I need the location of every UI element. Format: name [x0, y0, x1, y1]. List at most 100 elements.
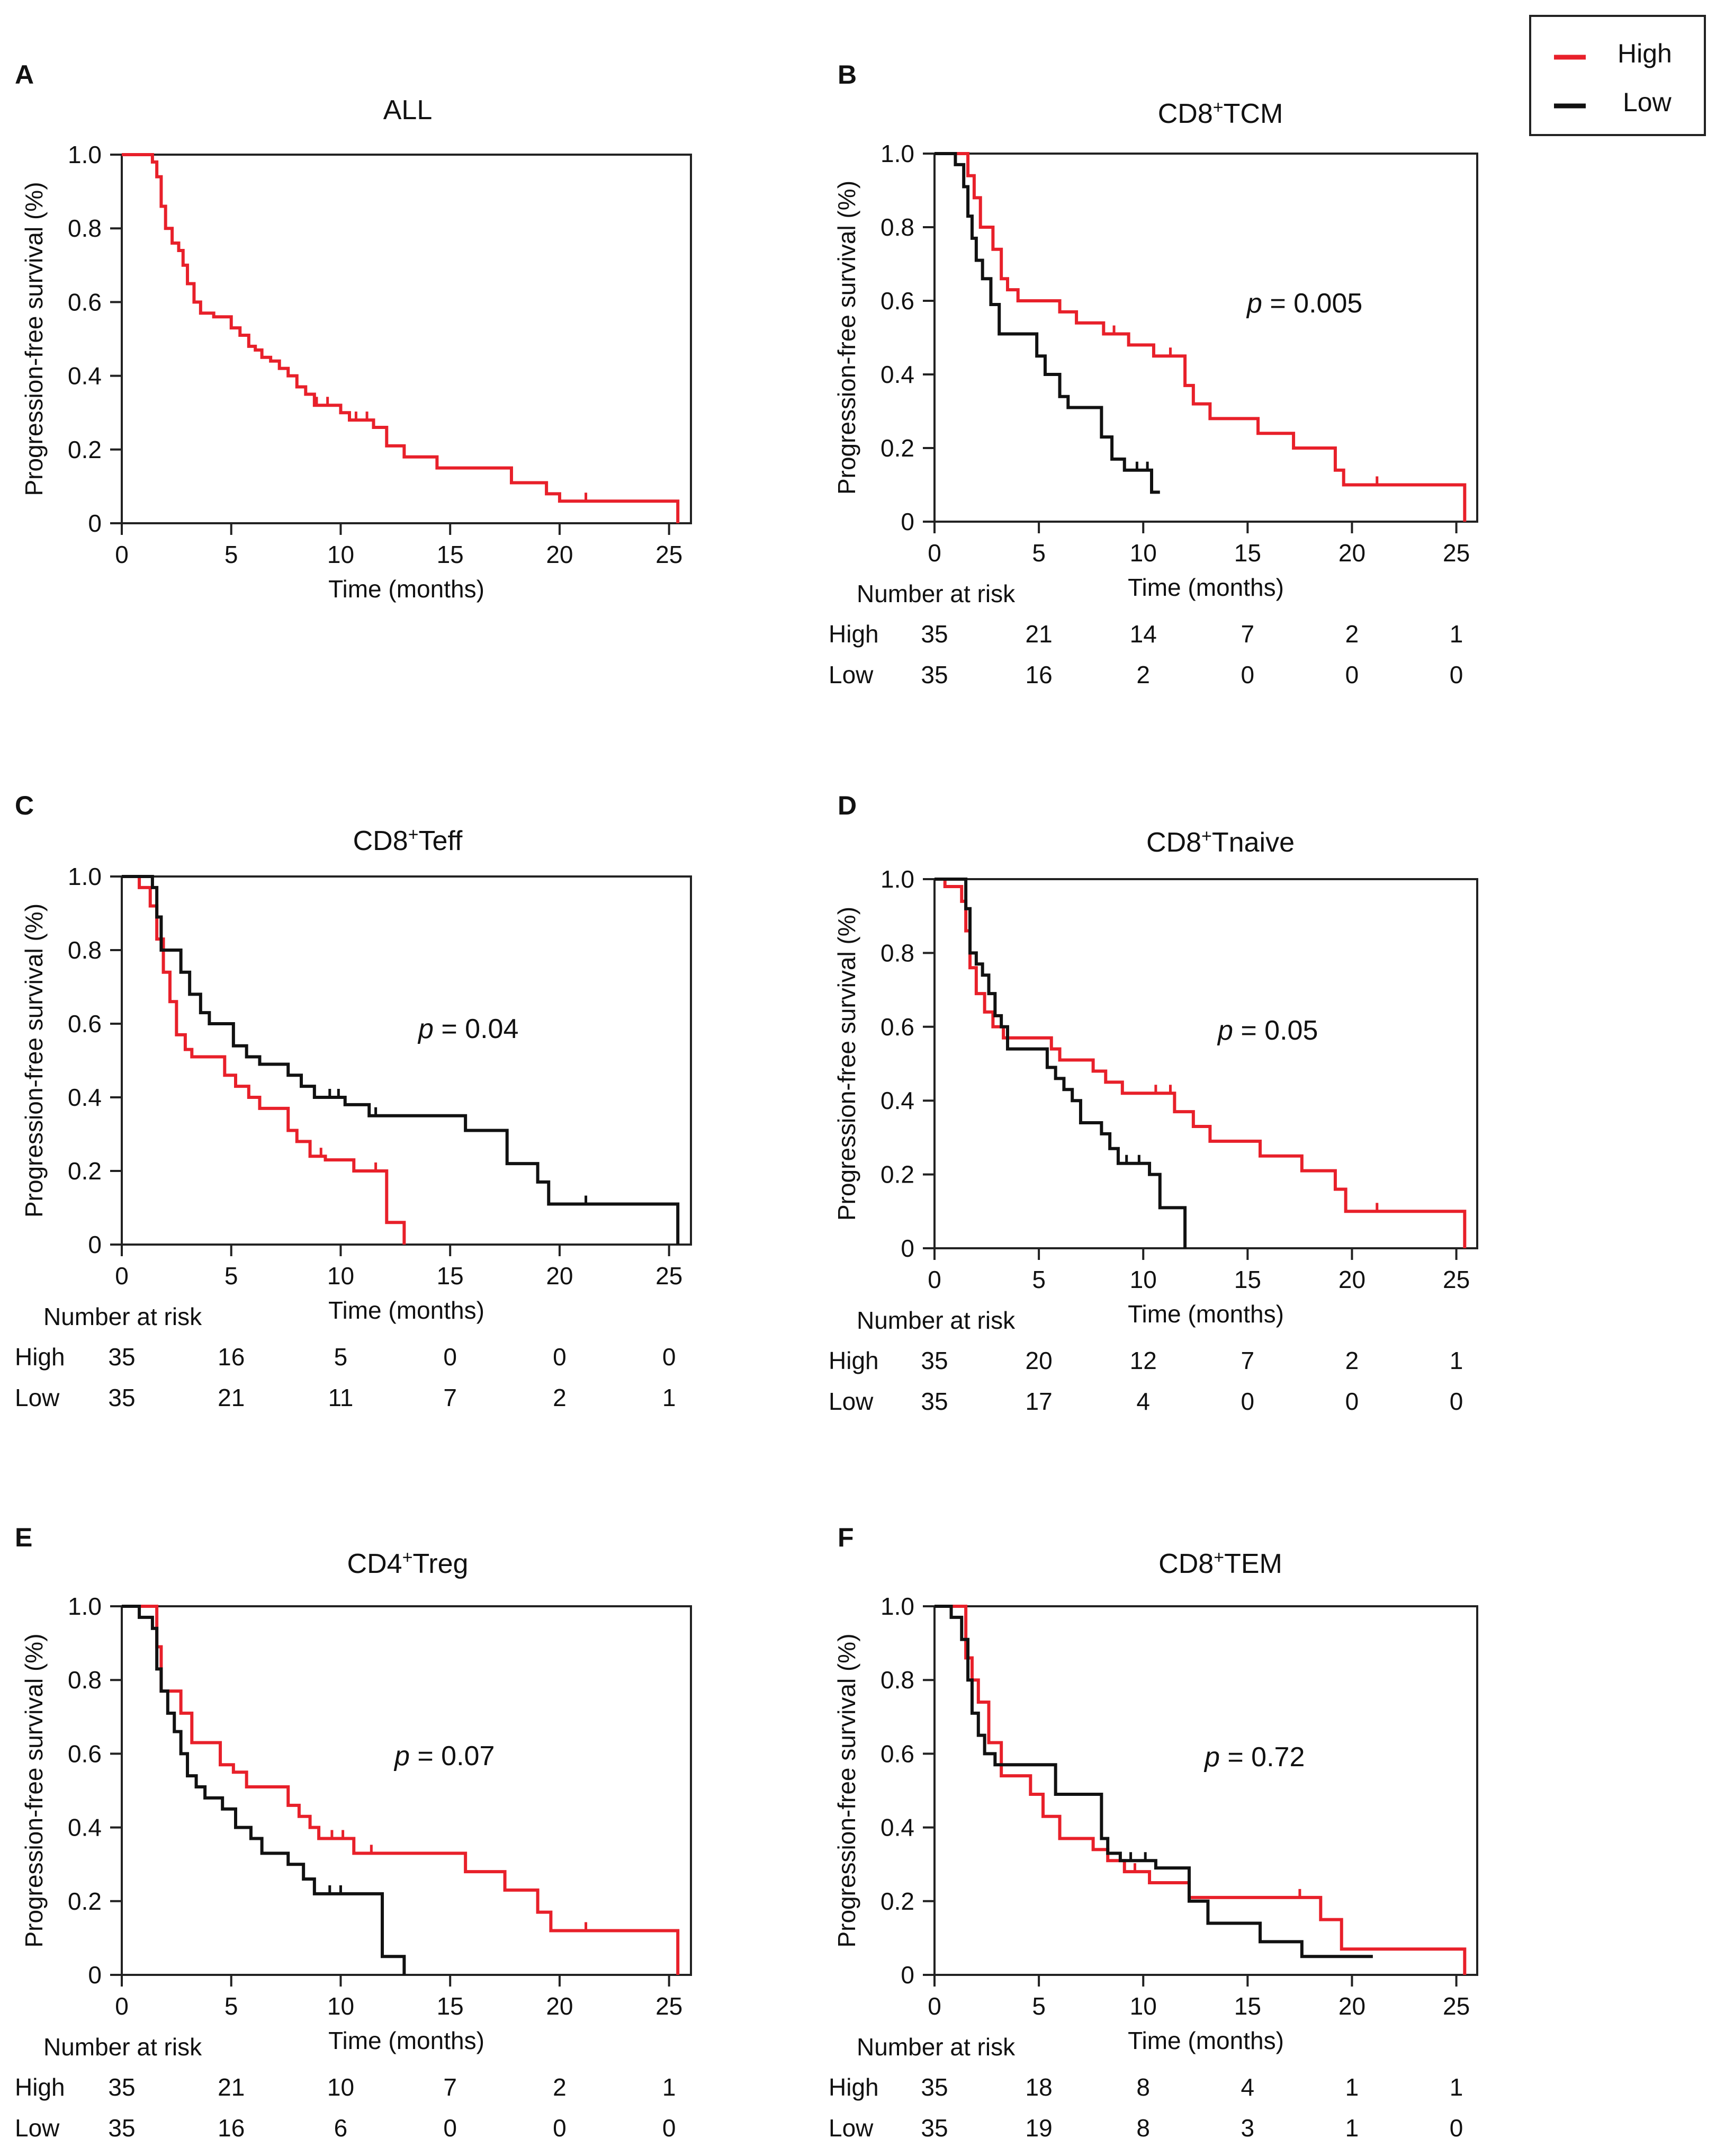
- risk-row-label-high: High: [829, 620, 879, 648]
- panel-label-f: F: [838, 1523, 854, 1552]
- km-curve-high: [935, 152, 1467, 522]
- risk-count: 4: [1241, 2073, 1255, 2101]
- risk-count: 16: [218, 2114, 245, 2142]
- risk-count: 35: [921, 2114, 948, 2142]
- x-tick-label: 5: [224, 541, 238, 568]
- risk-count: 1: [662, 2073, 676, 2101]
- x-tick-label: 15: [1234, 539, 1261, 567]
- risk-count: 0: [1241, 661, 1255, 688]
- y-tick-label: 0.4: [881, 1814, 914, 1841]
- plot-frame: [933, 878, 1478, 1249]
- risk-count: 11: [328, 1384, 354, 1411]
- panel-label-b: B: [838, 60, 857, 90]
- y-axis-label: Progression-free survival (%): [833, 907, 860, 1221]
- chart-title-superscript: +: [402, 1547, 413, 1568]
- risk-table-header: Number at risk: [857, 1307, 1016, 1334]
- x-tick-label: 25: [655, 1262, 682, 1290]
- risk-count: 7: [443, 2073, 457, 2101]
- p-value-symbol: p: [1246, 288, 1262, 319]
- risk-row-label-low: Low: [15, 1384, 60, 1411]
- y-tick-label: 0: [88, 1231, 102, 1258]
- y-axis-label: Progression-free survival (%): [20, 182, 48, 496]
- risk-count: 35: [921, 1388, 948, 1415]
- p-value-symbol: p: [417, 1014, 434, 1044]
- risk-count: 14: [1130, 620, 1157, 648]
- risk-count: 0: [1345, 661, 1359, 688]
- p-value-number: = 0.04: [434, 1014, 518, 1044]
- x-tick-label: 5: [1032, 1992, 1046, 2020]
- plot-frame: [121, 154, 692, 524]
- chart-title-main: CD8: [1158, 1549, 1214, 1579]
- x-tick-label: 10: [1130, 539, 1157, 567]
- x-tick-label: 25: [1443, 1992, 1470, 2020]
- y-tick-label: 0.4: [881, 361, 914, 388]
- risk-count: 2: [1345, 620, 1359, 648]
- km-curve-all: [122, 153, 680, 523]
- p-value-number: = 0.72: [1220, 1742, 1305, 1773]
- risk-count: 21: [218, 1384, 245, 1411]
- risk-count: 0: [553, 1343, 567, 1371]
- p-value-symbol: p: [1217, 1015, 1233, 1046]
- y-tick-label: 1.0: [68, 1593, 102, 1620]
- y-axis-label: Progression-free survival (%): [833, 181, 860, 495]
- chart-title-suffix: Teff: [419, 826, 463, 856]
- y-tick-label: 1.0: [881, 140, 914, 167]
- p-value: p = 0.05: [1217, 1015, 1318, 1046]
- x-axis-label: Time (months): [1128, 1300, 1284, 1328]
- y-tick-label: 0.6: [881, 287, 914, 315]
- risk-count: 0: [662, 2114, 676, 2142]
- chart-title-main: CD4: [347, 1549, 402, 1579]
- risk-row-label-low: Low: [15, 2114, 60, 2142]
- y-tick-label: 0.8: [881, 1666, 914, 1694]
- risk-count: 0: [443, 1343, 457, 1371]
- y-tick-label: 0.4: [68, 1084, 102, 1111]
- x-tick-label: 0: [928, 1266, 941, 1293]
- risk-count: 35: [108, 1343, 135, 1371]
- y-tick-label: 0.4: [68, 1814, 102, 1841]
- x-tick-label: 15: [1234, 1266, 1261, 1293]
- y-tick-label: 0.8: [881, 939, 914, 967]
- y-tick-label: 0.8: [68, 1666, 102, 1694]
- y-tick-label: 1.0: [68, 141, 102, 168]
- y-tick-label: 0.2: [881, 434, 914, 462]
- km-curve-high: [935, 1605, 1467, 1975]
- x-tick-label: 25: [1443, 1266, 1470, 1293]
- plot-frame: [121, 1605, 692, 1976]
- risk-count: 0: [1450, 2114, 1463, 2142]
- x-tick-label: 25: [655, 1992, 682, 2020]
- y-tick-label: 0.4: [881, 1087, 914, 1114]
- risk-count: 20: [1026, 1347, 1053, 1374]
- risk-count: 0: [1241, 1388, 1255, 1415]
- risk-count: 1: [1450, 1347, 1463, 1374]
- chart-title-superscript: +: [408, 825, 419, 845]
- plot-frame: [121, 875, 692, 1246]
- risk-count: 21: [1026, 620, 1053, 648]
- risk-count: 21: [218, 2073, 245, 2101]
- panel-label-e: E: [15, 1523, 32, 1552]
- risk-count: 19: [1026, 2114, 1053, 2142]
- x-tick-label: 20: [546, 1262, 573, 1290]
- risk-count: 0: [1450, 1388, 1463, 1415]
- chart-title-superscript: +: [1201, 826, 1212, 846]
- risk-count: 16: [218, 1343, 245, 1371]
- y-tick-label: 0.2: [68, 1157, 102, 1185]
- x-tick-label: 10: [327, 1262, 354, 1290]
- x-axis-label: Time (months): [1128, 574, 1284, 601]
- risk-row-label-high: High: [15, 1343, 65, 1371]
- p-value: p = 0.04: [417, 1014, 518, 1044]
- x-tick-label: 20: [1338, 1266, 1365, 1293]
- panel-label-d: D: [838, 791, 857, 820]
- y-tick-label: 1.0: [68, 863, 102, 890]
- y-tick-label: 0.8: [68, 936, 102, 964]
- risk-count: 1: [1345, 2073, 1359, 2101]
- risk-count: 1: [662, 1384, 676, 1411]
- x-tick-label: 15: [437, 1262, 464, 1290]
- x-tick-label: 5: [1032, 1266, 1046, 1293]
- chart-title-superscript: +: [1213, 97, 1224, 118]
- y-tick-label: 0: [88, 509, 102, 537]
- p-value-number: = 0.05: [1233, 1015, 1318, 1046]
- chart-title-suffix: Treg: [412, 1549, 468, 1579]
- legend-low-label: Low: [1623, 87, 1672, 117]
- y-tick-label: 0: [88, 1961, 102, 1989]
